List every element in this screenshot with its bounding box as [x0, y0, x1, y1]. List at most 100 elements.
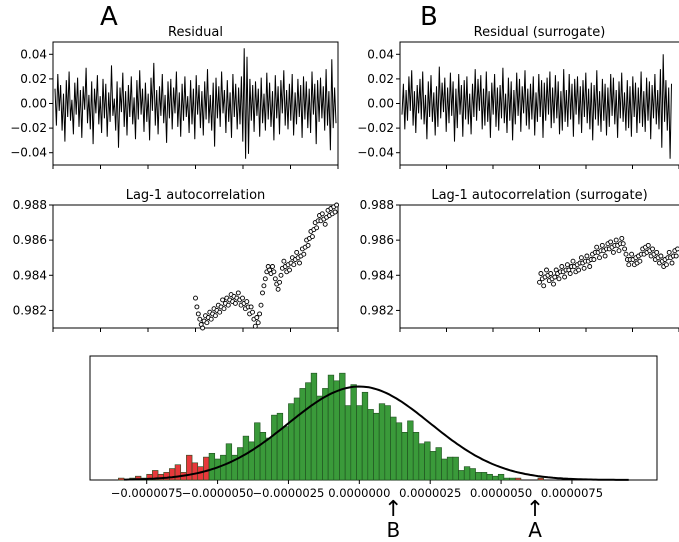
residual_surrogate-series-line [401, 54, 672, 159]
histogram-xtick-label: 0.0000025 [399, 486, 461, 500]
lag1_surrogate-point [570, 258, 576, 264]
histogram-bar [537, 477, 544, 481]
lag1_surrogate-point [564, 262, 570, 268]
lag1_surrogate-point [613, 237, 619, 243]
lag1_surrogate-title: Lag-1 autocorrelation (surrogate) [431, 188, 647, 203]
lag1_surrogate-point [551, 281, 556, 287]
histogram-bar [356, 405, 363, 481]
histogram-bar [424, 441, 431, 481]
lag1-point [220, 297, 226, 303]
lag1-point [232, 300, 238, 306]
lag1-point [334, 202, 340, 208]
lag1-point [235, 290, 241, 296]
lag1-title: Lag-1 autocorrelation [126, 188, 266, 203]
histogram-bar [361, 391, 369, 481]
lag1_surrogate-point [587, 264, 593, 269]
histogram-bar [401, 432, 408, 481]
histogram-bar [412, 432, 420, 481]
lag1-point [250, 309, 255, 315]
lag1-point [262, 276, 268, 282]
lag1-point [294, 249, 300, 255]
histogram-xtick-label: −0.0000075 [111, 486, 183, 500]
histogram-bar [514, 477, 522, 481]
histogram-bar [254, 422, 261, 481]
lag1-point [272, 276, 278, 282]
lag1-point [277, 279, 283, 285]
histogram-bar [259, 432, 267, 481]
lag1-point [194, 304, 200, 310]
histogram-bar [208, 452, 216, 481]
lag1-point [200, 325, 206, 331]
residual-ytick-label: −0.02 [10, 121, 47, 135]
histogram-bar [446, 456, 454, 481]
histogram-bar [503, 477, 510, 481]
lag1_surrogate-point [552, 274, 558, 280]
lag1-point [212, 313, 218, 319]
lag1_surrogate-point [608, 239, 614, 245]
histogram-bar [418, 443, 425, 481]
histogram-xtick-label: −0.0000050 [182, 486, 254, 500]
panel-label-a: A [100, 2, 118, 32]
lag1-point [322, 221, 328, 227]
residual-ytick-label: 0.04 [20, 47, 47, 61]
lag1_surrogate-point [559, 264, 565, 269]
histogram-bar [350, 384, 357, 481]
lag1_surrogate-point [538, 271, 544, 276]
histogram-bar [299, 388, 306, 481]
lag1-point [204, 320, 210, 326]
lag1_surrogate-point [581, 265, 587, 271]
arrow-a-icon: ↑ [525, 497, 545, 522]
histogram-bar [458, 470, 465, 481]
histogram-bar [492, 475, 499, 481]
histogram-bar [276, 412, 284, 481]
histogram-bar [282, 426, 289, 481]
histogram-bar [316, 395, 323, 481]
lag1_surrogate-point [556, 276, 562, 282]
lag1_surrogate-point [654, 249, 660, 255]
histogram-xtick-label: 0.0000075 [541, 486, 603, 500]
lag1_surrogate-axes [399, 204, 679, 329]
histogram-bar [463, 466, 471, 481]
histogram-bar [344, 405, 352, 481]
lag1_surrogate-point [576, 267, 582, 273]
lag1_surrogate-point [626, 262, 632, 268]
panel-label-b: B [420, 2, 438, 32]
lag1-point [271, 269, 277, 275]
lag1_surrogate-point [669, 260, 675, 266]
lag1_surrogate-point [591, 257, 597, 262]
histogram-bar [441, 458, 448, 481]
lag1-point [281, 258, 287, 264]
histogram-bar [237, 447, 244, 481]
histogram-bar [390, 416, 397, 481]
lag1_surrogate-point [562, 274, 568, 280]
arrow-a-label: A [528, 518, 542, 542]
lag1_surrogate-point [637, 258, 643, 264]
histogram-bar [378, 403, 386, 481]
lag1-point [278, 272, 284, 278]
lag1-point [248, 304, 254, 310]
histogram-bar [486, 473, 493, 481]
lag1_surrogate-ytick-label: 0.986 [360, 233, 394, 247]
lag1-point [255, 320, 261, 326]
lag1_surrogate-point [620, 241, 626, 247]
lag1_surrogate-point [602, 253, 608, 259]
residual_surrogate-ytick-label: 0.04 [367, 47, 394, 61]
lag1-ytick-label: 0.984 [13, 268, 47, 282]
lag1_surrogate-point [578, 255, 584, 261]
lag1_surrogate-ytick-label: 0.988 [360, 198, 394, 212]
lag1_surrogate-point [541, 283, 547, 289]
lag1_surrogate-point [548, 271, 554, 276]
lag1-point [291, 262, 297, 268]
lag1-point [195, 311, 201, 317]
histogram-bar [288, 403, 295, 481]
histogram-bar [497, 473, 505, 481]
lag1-point [240, 295, 245, 301]
lag1_surrogate-point [675, 246, 679, 252]
lag1_surrogate-point [663, 262, 669, 268]
lag1-point [287, 267, 292, 273]
histogram-bar [191, 462, 199, 481]
histogram-bar [203, 456, 210, 481]
lag1_surrogate-point [658, 253, 664, 259]
lag1-point [275, 286, 281, 292]
